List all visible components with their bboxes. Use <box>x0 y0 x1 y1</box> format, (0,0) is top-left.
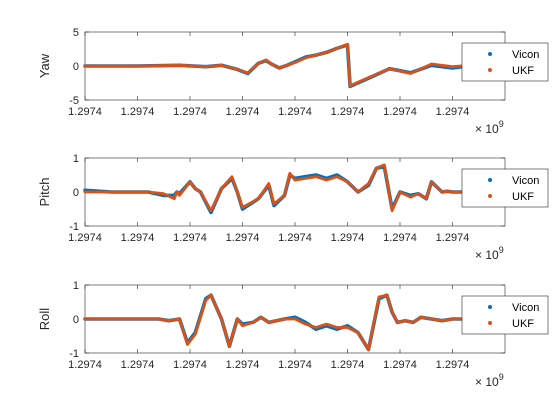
x-tick-label: 1.2974 <box>278 232 312 244</box>
x-tick-label: 1.2974 <box>383 106 417 118</box>
x-exponent-base: × 10 <box>475 122 499 136</box>
legend-label-vicon: Vicon <box>512 302 539 314</box>
legend-box <box>461 295 549 335</box>
legend-marker-ukf <box>488 321 492 325</box>
y-tick-label: 1 <box>73 153 79 165</box>
x-tick-label: 1.2974 <box>436 106 470 118</box>
x-tick-label: 1.2974 <box>173 232 207 244</box>
subplot-2: 10-11.2974 1.2974 1.2974 1.2974 1.2974 1.2974… <box>37 153 549 262</box>
series-line-ukf <box>83 42 507 88</box>
x-tick-label: 1.2974 <box>278 106 312 118</box>
y-tick-label: 1 <box>73 280 79 292</box>
subplot-1: 50-51.2974 1.2974 1.2974 1.2974 1.2974 1.2974… <box>37 27 549 136</box>
x-exponent-label: × 109 <box>475 119 504 136</box>
x-exponent-power: 9 <box>499 119 504 129</box>
series-line-ukf <box>83 293 481 352</box>
legend-marker-vicon <box>488 178 492 182</box>
legend-marker-vicon <box>488 305 492 309</box>
y-tick-label: 0 <box>73 61 79 73</box>
y-tick-label: -1 <box>69 221 79 233</box>
x-tick-label: 1.2974 <box>331 106 365 118</box>
x-tick-label: 1.2974 <box>121 359 155 371</box>
legend: Vicon UKF <box>461 295 549 335</box>
x-exponent-label: × 109 <box>475 245 504 262</box>
x-tick-label: 1.2974 <box>383 232 417 244</box>
x-exponent-base: × 10 <box>475 248 499 262</box>
x-exponent-base: × 10 <box>475 375 499 389</box>
x-tick-label: 1.2974 <box>226 359 260 371</box>
y-tick-label: -5 <box>69 95 79 107</box>
legend: Vicon UKF <box>461 42 549 82</box>
x-tick-label: 1.2974 <box>68 106 102 118</box>
subplot-3: 10-11.2974 1.2974 1.2974 1.2974 1.2974 1.2974… <box>37 280 549 389</box>
legend-marker-ukf <box>488 194 492 198</box>
y-tick-label: 0 <box>73 314 79 326</box>
y-tick-label: 5 <box>73 27 79 39</box>
legend-box <box>461 168 549 208</box>
legend-label-vicon: Vicon <box>512 49 539 61</box>
legend-label-ukf: UKF <box>512 318 534 330</box>
x-tick-label: 1.2974 <box>226 232 260 244</box>
x-exponent-label: × 109 <box>475 372 504 389</box>
legend-label-ukf: UKF <box>512 65 534 77</box>
x-tick-label: 1.2974 <box>436 232 470 244</box>
x-tick-label: 1.2974 <box>68 359 102 371</box>
legend-marker-ukf <box>488 68 492 72</box>
series-line-ukf <box>83 163 481 213</box>
x-exponent-power: 9 <box>499 245 504 255</box>
legend-label-ukf: UKF <box>512 191 534 203</box>
y-axis-label: Roll <box>37 308 52 331</box>
x-tick-label: 1.2974 <box>331 232 365 244</box>
y-axis-label: Yaw <box>37 53 52 78</box>
legend-box <box>461 42 549 82</box>
y-tick-label: -1 <box>69 348 79 360</box>
x-tick-label: 1.2974 <box>383 359 417 371</box>
legend-marker-vicon <box>488 52 492 56</box>
x-exponent-power: 9 <box>499 372 504 382</box>
y-tick-label: 0 <box>73 187 79 199</box>
x-tick-label: 1.2974 <box>278 359 312 371</box>
x-tick-label: 1.2974 <box>173 359 207 371</box>
x-tick-label: 1.2974 <box>68 232 102 244</box>
x-tick-label: 1.2974 <box>121 232 155 244</box>
legend-label-vicon: Vicon <box>512 175 539 187</box>
x-tick-label: 1.2974 <box>173 106 207 118</box>
x-tick-label: 1.2974 <box>331 359 365 371</box>
y-axis-label: Pitch <box>37 178 52 207</box>
x-tick-label: 1.2974 <box>226 106 260 118</box>
legend: Vicon UKF <box>461 168 549 208</box>
x-tick-label: 1.2974 <box>436 359 470 371</box>
x-tick-label: 1.2974 <box>121 106 155 118</box>
